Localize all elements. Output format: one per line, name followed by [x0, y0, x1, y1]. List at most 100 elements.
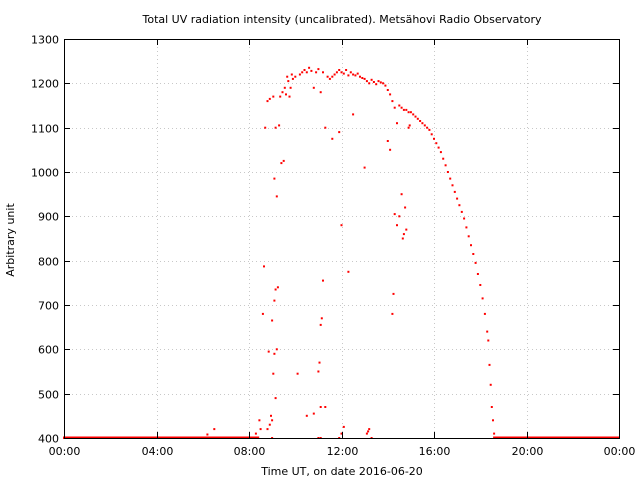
data-point	[412, 113, 415, 116]
data-point	[301, 71, 304, 74]
x-tick-label: 16:00	[419, 445, 451, 458]
data-point	[489, 383, 492, 386]
points-layer	[63, 66, 620, 439]
data-point	[271, 419, 274, 422]
data-point	[322, 279, 324, 282]
data-point	[407, 111, 410, 114]
data-point	[315, 71, 318, 74]
data-point	[389, 93, 392, 96]
data-point	[463, 217, 466, 220]
data-point	[274, 397, 277, 400]
data-point	[396, 122, 398, 125]
y-tick-label: 400	[38, 433, 59, 446]
data-point	[392, 292, 395, 295]
data-point	[414, 115, 417, 118]
data-point	[476, 273, 479, 275]
data-point	[338, 69, 341, 71]
data-point	[318, 361, 321, 364]
data-point	[289, 86, 292, 89]
data-point	[281, 91, 284, 94]
data-point	[317, 68, 320, 71]
data-point	[470, 244, 472, 247]
data-point	[263, 265, 265, 268]
x-tick-label: 04:00	[142, 445, 174, 458]
data-point	[340, 432, 343, 435]
data-point	[354, 74, 357, 77]
data-point	[421, 122, 424, 125]
data-point	[347, 270, 350, 273]
data-point	[356, 72, 359, 75]
ticks-layer: 400 500 600 700 800 900 1000 1100 1200 1300 00:00 0…	[31, 34, 635, 459]
data-point	[472, 253, 475, 255]
data-point	[375, 83, 378, 86]
data-point	[379, 81, 382, 84]
data-point	[280, 162, 283, 165]
data-point	[283, 86, 286, 89]
data-point	[416, 117, 419, 120]
data-point	[442, 157, 445, 160]
data-point	[342, 72, 345, 75]
data-point	[288, 95, 291, 98]
data-point	[278, 124, 281, 127]
data-point	[389, 148, 392, 151]
data-point	[273, 177, 276, 180]
data-point	[310, 69, 313, 72]
data-point	[451, 184, 454, 187]
data-point	[402, 108, 405, 111]
data-point	[268, 423, 271, 426]
data-point	[273, 299, 276, 302]
data-point	[368, 428, 371, 431]
data-point	[340, 71, 343, 74]
chart-title: Total UV radiation intensity (uncalibrat…	[142, 13, 542, 26]
data-point	[331, 75, 334, 78]
data-point	[486, 330, 489, 333]
data-point	[393, 213, 396, 216]
data-point	[408, 124, 411, 127]
data-point	[401, 237, 404, 240]
data-point	[261, 312, 264, 315]
y-tick-label: 500	[38, 389, 59, 402]
data-point	[377, 80, 380, 83]
data-point	[298, 73, 301, 76]
data-point	[308, 66, 311, 69]
data-point	[206, 433, 209, 436]
data-point	[386, 140, 389, 142]
data-point	[285, 93, 287, 96]
data-point	[266, 100, 269, 103]
data-point	[268, 97, 271, 100]
y-tick-label: 1300	[31, 34, 59, 47]
data-point	[398, 215, 401, 218]
data-point	[365, 432, 368, 435]
data-point	[264, 126, 267, 129]
data-point	[340, 224, 343, 227]
data-point	[258, 419, 261, 422]
data-point	[290, 73, 293, 76]
data-point	[407, 126, 410, 129]
data-point	[275, 195, 278, 198]
data-point	[312, 86, 315, 89]
data-point	[391, 100, 394, 103]
data-point	[273, 352, 276, 355]
y-tick-label: 1000	[31, 167, 59, 180]
data-point	[294, 75, 297, 78]
data-point	[396, 224, 398, 227]
y-axis-label: Arbitrary unit	[4, 203, 17, 277]
data-point	[453, 190, 456, 193]
data-point	[444, 164, 447, 167]
data-point	[333, 73, 336, 76]
data-point	[359, 75, 361, 78]
data-point	[382, 82, 385, 85]
data-point	[286, 75, 289, 78]
data-point	[322, 71, 324, 74]
data-point	[291, 77, 294, 80]
data-point	[446, 171, 449, 173]
data-point	[312, 412, 315, 415]
data-point	[439, 151, 442, 154]
data-point	[492, 419, 494, 422]
data-point	[326, 75, 329, 78]
data-point	[347, 74, 350, 77]
data-point	[483, 312, 486, 315]
data-point	[398, 104, 401, 107]
data-point	[433, 137, 435, 140]
data-point	[342, 425, 345, 428]
